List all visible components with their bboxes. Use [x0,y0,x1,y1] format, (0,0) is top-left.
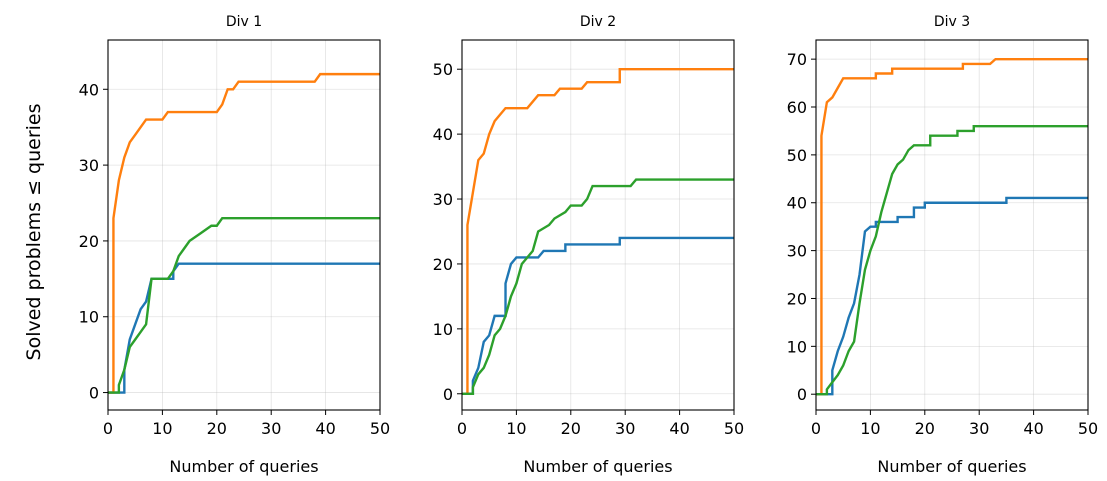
panel-3: 0 10 20 30 40 50 0 10 20 30 40 50 60 70 Div 3 Number of… [787,14,1099,476]
y-tick-label: 50 [433,60,453,79]
x-tick-label: 0 [457,419,467,438]
x-tick-label: 10 [860,419,880,438]
plot-frame [107,39,381,411]
y-tick-label: 10 [433,320,453,339]
series-line-orange [816,57,1088,396]
y-tick-label: 20 [787,289,807,308]
y-tick-label: 0 [443,385,453,404]
panel-title: Div 2 [580,14,616,30]
y-tick-label: 30 [79,156,99,175]
x-tick-label: 30 [615,419,635,438]
y-tick-label: 50 [787,146,807,165]
series-line-orange [462,68,734,395]
series-line-blue [462,236,734,395]
x-axis-label: Number of queries [169,457,318,476]
y-tick-label: 30 [433,190,453,209]
x-tick-label: 0 [811,419,821,438]
panel-title: Div 1 [226,14,262,30]
x-tick-label: 50 [370,419,390,438]
x-tick-label: 40 [315,419,335,438]
series-line-green [816,124,1088,396]
x-axis-label: Number of queries [523,457,672,476]
y-tick-label: 10 [79,308,99,327]
series-line-orange [108,72,380,394]
x-tick-label: 20 [207,419,227,438]
series-line-blue [816,196,1088,396]
y-tick-label: 40 [787,194,807,213]
x-tick-label: 20 [915,419,935,438]
y-axis-label: Solved problems ≤ queries [23,104,45,361]
x-tick-label: 20 [561,419,581,438]
x-tick-label: 50 [1078,419,1098,438]
x-axis-label: Number of queries [877,457,1026,476]
y-tick-label: 20 [433,255,453,274]
panel-title: Div 3 [934,14,970,30]
y-tick-label: 20 [79,232,99,251]
series-line-green [108,216,380,394]
x-tick-label: 10 [152,419,172,438]
plot-frame [461,39,735,411]
y-tick-label: 0 [89,384,99,403]
y-tick-label: 60 [787,98,807,117]
panel-2: 0 10 20 30 40 50 0 10 20 30 40 50 Div 2 Number of que… [433,14,745,476]
x-tick-label: 0 [103,419,113,438]
x-tick-label: 40 [669,419,689,438]
x-tick-label: 10 [506,419,526,438]
y-tick-label: 10 [787,337,807,356]
x-tick-label: 30 [969,419,989,438]
x-tick-label: 50 [724,419,744,438]
panel-1: 0 10 20 30 40 50 0 10 20 30 40 Div 1 Number of queri… [79,14,391,476]
x-tick-label: 30 [261,419,281,438]
plot-frame [815,39,1089,411]
y-tick-label: 30 [787,242,807,261]
series-line-green [462,178,734,395]
y-tick-label: 70 [787,50,807,69]
y-tick-label: 40 [433,125,453,144]
x-tick-label: 40 [1023,419,1043,438]
y-tick-label: 0 [797,385,807,404]
y-tick-label: 40 [79,80,99,99]
series-line-blue [108,262,380,394]
